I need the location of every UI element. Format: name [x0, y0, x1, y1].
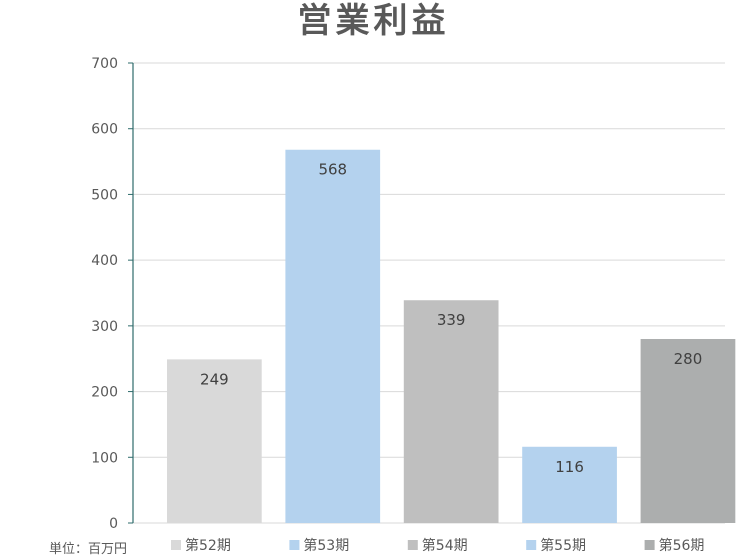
bar-第54期 [403, 300, 499, 523]
legend-label: 第54期 [422, 537, 468, 554]
unit-note: 単位：百万円 [49, 542, 128, 557]
y-tick-label: 0 [109, 516, 118, 532]
legend-swatch [289, 540, 300, 550]
y-tick-label: 400 [91, 253, 118, 269]
bar-第53期 [285, 149, 381, 523]
legend-swatch [644, 540, 655, 550]
bar-第55期 [522, 446, 617, 523]
legend-label: 第56期 [659, 537, 705, 554]
y-tick-label: 600 [91, 122, 118, 138]
legend-swatch [407, 540, 418, 550]
legend-label: 第53期 [303, 537, 349, 554]
data-label: 568 [318, 161, 347, 179]
data-label: 249 [200, 370, 229, 388]
y-tick-label: 500 [91, 187, 118, 203]
data-label: 116 [555, 458, 584, 476]
legend-swatch [526, 540, 537, 550]
y-tick-label: 700 [91, 56, 118, 72]
bar-第56期 [640, 339, 736, 523]
legend-swatch [171, 540, 181, 550]
y-tick-label: 300 [91, 319, 118, 335]
data-label: 339 [437, 311, 466, 329]
legend-label: 第55期 [540, 537, 586, 554]
legend-label: 第52期 [185, 537, 231, 554]
y-tick-label: 100 [91, 450, 118, 466]
y-tick-label: 200 [91, 385, 118, 401]
data-label: 280 [674, 350, 703, 368]
chart-title: 営業利益 [297, 1, 450, 41]
bar-第52期 [167, 359, 262, 523]
